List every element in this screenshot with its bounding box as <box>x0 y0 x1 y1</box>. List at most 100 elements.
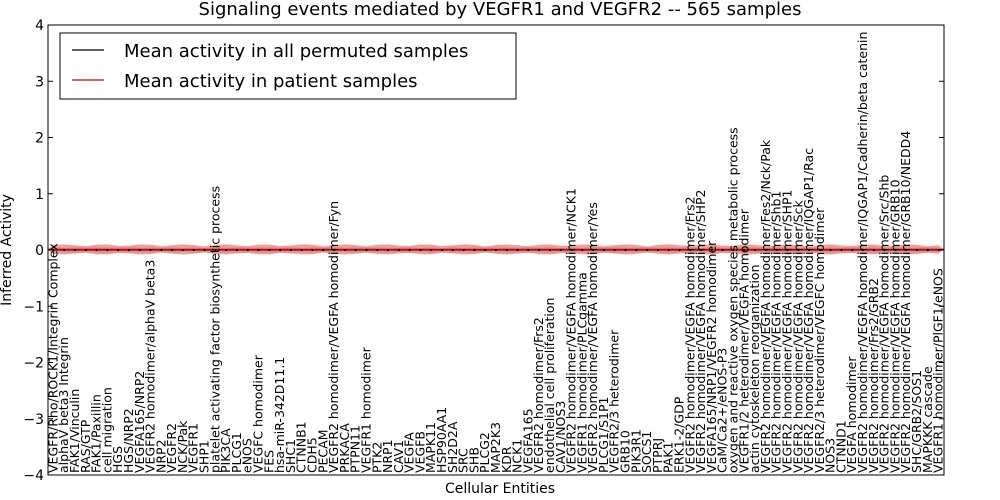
x-tick-label: VEGFR2 homodimer/VEGFA homodimer/IQGAP1/… <box>801 148 816 473</box>
x-tick-label: VEGFR2 homodimer/VEGFA homodimer/SHP2 <box>693 189 708 473</box>
permuted-point <box>894 248 897 252</box>
x-tick-label: SHC/GRB2/SOS1 <box>909 370 924 473</box>
x-tick-label: endothelial cell proliferation <box>542 298 557 473</box>
permuted-point <box>635 248 638 252</box>
permuted-point <box>764 248 767 252</box>
permuted-point <box>494 248 498 252</box>
permuted-point <box>225 248 228 252</box>
x-tick-label: PIK3CA <box>218 428 233 473</box>
x-tick-label: hsa-miR-342D11.1 <box>272 357 287 473</box>
permuted-point <box>872 248 875 252</box>
permuted-point <box>84 248 87 252</box>
x-tick-label: VEGFA homodimer <box>844 356 859 473</box>
x-tick-label: NRP1 <box>380 439 395 473</box>
x-tick-label: VEGFR2 homodimer/VEGFA homodimer/Sck <box>790 200 805 473</box>
x-tick-label: CDH5 <box>305 437 320 473</box>
x-tick-label: SH2D2A <box>445 421 460 473</box>
x-tick-label: SHC1 <box>283 439 298 473</box>
permuted-point <box>354 248 357 252</box>
x-tick-label: FAK1/Paxillin <box>89 394 104 473</box>
permuted-point <box>851 248 854 252</box>
x-tick-label: VEGFR1 homodimer/PLCgamma <box>574 272 589 473</box>
series-lines <box>48 248 944 252</box>
x-tick-label: VEGFR2 homodimer/VEGFA homodimer/Fes2/Nc… <box>758 139 773 473</box>
permuted-point <box>538 248 541 252</box>
x-tick-label: CaM/Ca2+/eNOS-P3 <box>715 348 730 473</box>
permuted-point <box>926 248 929 252</box>
permuted-point <box>300 248 303 252</box>
x-tick-label: HSP90AA1 <box>434 407 449 473</box>
permuted-point <box>667 248 670 252</box>
permuted-point <box>149 248 152 252</box>
permuted-point <box>419 248 422 252</box>
permuted-point <box>937 248 940 252</box>
permuted-point <box>602 248 606 252</box>
x-tick-label: ERK1-2/GDP <box>672 396 687 473</box>
y-tick-label: 0 <box>35 243 44 259</box>
x-tick-label: VEGFR2 homodimer/VEGFA homodimer/GRB10/N… <box>898 131 913 473</box>
permuted-point <box>807 248 811 252</box>
x-tick-label: VEGFR2 homodimer/VEGFA homodimer/Src/Shb <box>877 175 892 473</box>
legend-box <box>59 32 517 100</box>
permuted-point <box>203 248 206 252</box>
x-tick-label: VEGFR2 homodimer/VEGFA homodimer/Shb1 <box>769 191 784 473</box>
x-tick-label: VEGFR1 <box>186 423 201 473</box>
x-tick-label: FAK1/Vinculin <box>67 389 82 473</box>
x-tick-label: VEGFR2 homodimer/VEGFA homodimer/Fyn <box>326 201 341 473</box>
permuted-point <box>171 248 174 252</box>
legend-label-permuted: Mean activity in all permuted samples <box>124 41 468 62</box>
y-axis-ticks: −4 −3 −2 −1 0 1 2 3 4 <box>23 18 944 484</box>
permuted-point <box>592 248 595 252</box>
permuted-point <box>484 248 487 252</box>
permuted-point <box>462 248 465 252</box>
y-tick-label: 4 <box>35 18 44 34</box>
x-tick-label: VEGFR2 homodimer/VEGFA homodimer/IQGAP1/… <box>855 32 870 473</box>
permuted-point <box>786 248 789 252</box>
permuted-point <box>268 248 271 252</box>
permuted-point <box>883 248 886 252</box>
x-tick-label: FES <box>261 450 276 473</box>
permuted-point <box>700 248 703 252</box>
x-tick-label: VEGFR2 homodimer/VEGFA homodimer/Frs2 <box>682 196 697 473</box>
x-tick-label: RAS/GTP <box>78 419 93 473</box>
permuted-point <box>818 248 821 252</box>
permuted-point <box>743 248 746 252</box>
x-tick-label: VEGFR2 <box>164 423 179 473</box>
x-tick-label: CAV1 <box>391 440 406 473</box>
permuted-point <box>710 248 714 252</box>
permuted-point <box>678 248 681 252</box>
permuted-point <box>753 248 757 252</box>
x-tick-label: VEGFR2/3 heterodimer <box>607 329 622 473</box>
permuted-point <box>365 248 368 252</box>
permuted-point <box>343 248 346 252</box>
permuted-point <box>63 248 66 252</box>
permuted-point <box>127 248 131 252</box>
permuted-point <box>332 248 336 252</box>
permuted-point <box>73 248 77 252</box>
permuted-point <box>732 248 735 252</box>
y-tick-label: −2 <box>23 356 44 372</box>
permuted-point <box>235 248 239 252</box>
x-tick-label: platelet activating factor biosynthetic … <box>207 186 222 473</box>
x-tick-label: PECAM <box>315 430 330 474</box>
permuted-point <box>721 248 724 252</box>
y-tick-label: −3 <box>23 412 44 428</box>
permuted-point <box>192 248 195 252</box>
x-tick-label: PTPRJ <box>650 438 665 473</box>
x-tick-label: VEGFR2 homodimer/alphaV beta3 <box>143 260 158 473</box>
y-tick-label: −1 <box>23 299 44 315</box>
permuted-point <box>570 248 573 252</box>
x-tick-label: SOCS1 <box>639 431 654 473</box>
x-tick-label: PLCG1/S1P1 <box>596 397 611 473</box>
permuted-point <box>613 248 616 252</box>
permuted-point <box>138 248 141 252</box>
x-tick-label: VEGFB <box>412 431 427 473</box>
permuted-point <box>840 248 843 252</box>
permuted-point <box>829 248 832 252</box>
permuted-point <box>656 248 660 252</box>
x-tick-label: SHB <box>466 447 481 473</box>
x-tick-label: alphaV beta3 Integrin <box>56 337 71 473</box>
permuted-point <box>430 248 433 252</box>
x-tick-label: PLCG1 <box>229 432 244 473</box>
